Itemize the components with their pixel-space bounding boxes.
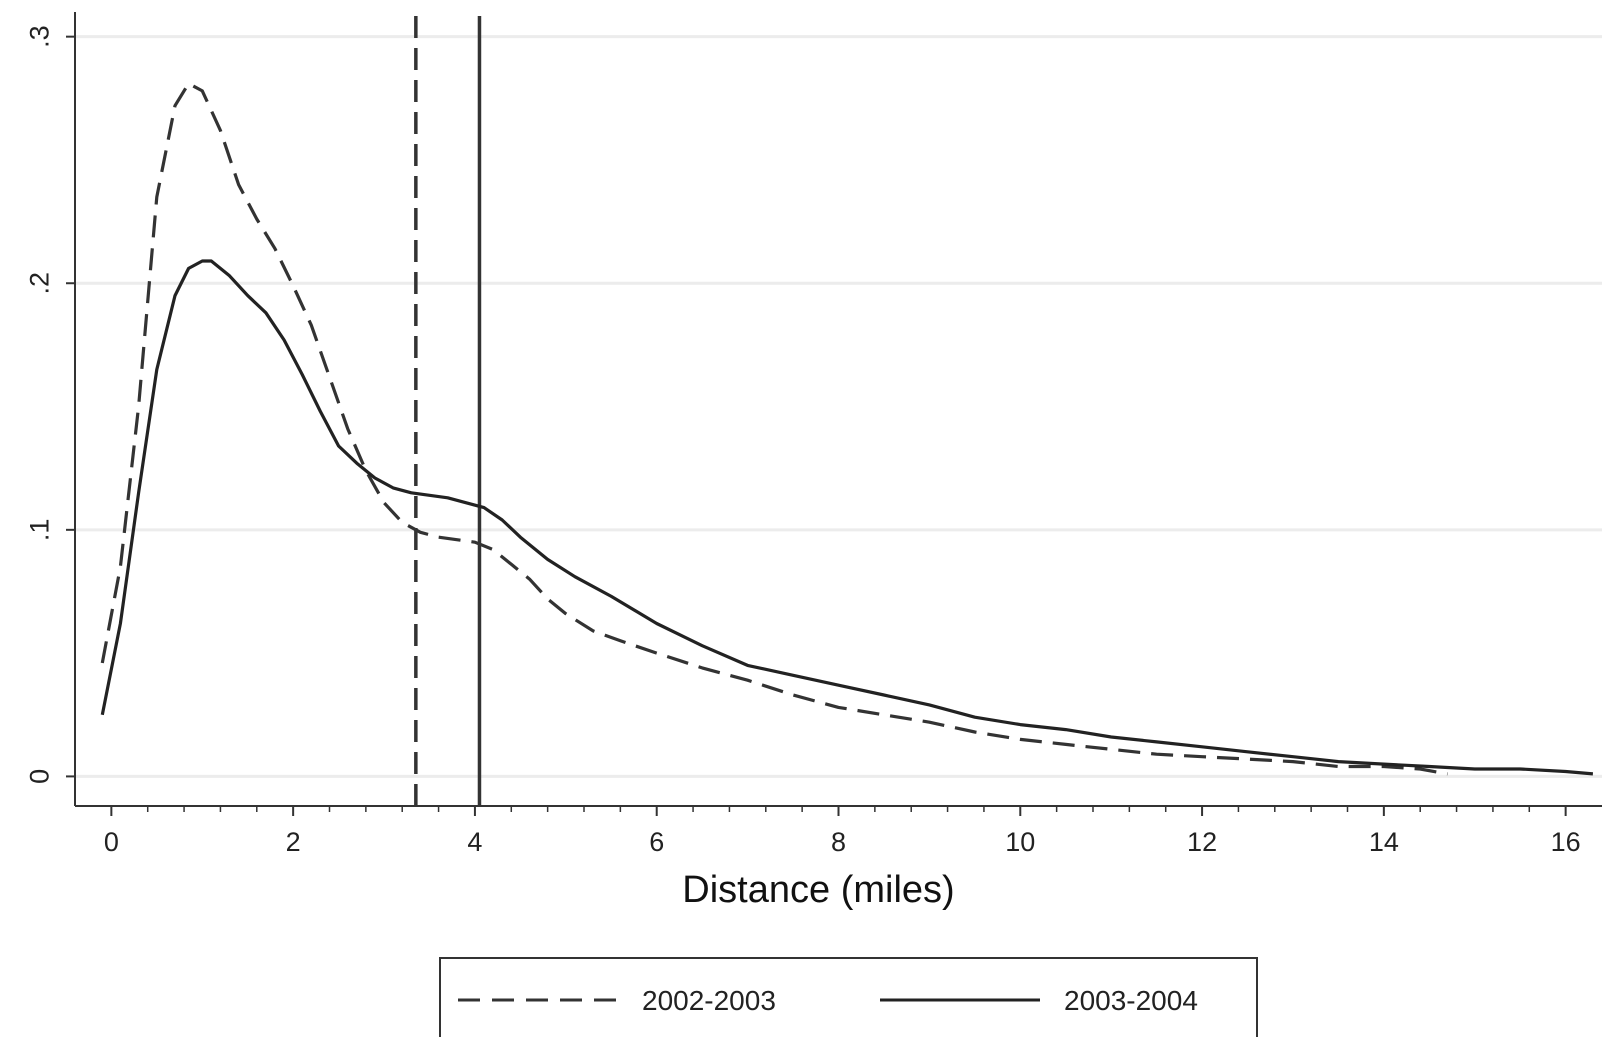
x-tick-label-8: 16 <box>1551 827 1581 857</box>
legend-label-2002-2003: 2002-2003 <box>642 985 776 1016</box>
x-tick-label-6: 12 <box>1187 827 1217 857</box>
axes <box>66 12 1602 816</box>
series-line-2002-2003 <box>100 81 1448 776</box>
legend: 2002-2003 2003-2004 <box>439 957 1258 1037</box>
y-tick-label-3: .3 <box>24 25 54 48</box>
reference-lines <box>414 16 482 806</box>
x-tick-label-4: 8 <box>831 827 846 857</box>
x-tick-label-1: 2 <box>286 827 301 857</box>
y-tick-label-0: 0 <box>24 769 54 784</box>
x-tick-label-7: 14 <box>1369 827 1399 857</box>
legend-label-2003-2004: 2003-2004 <box>1064 985 1198 1016</box>
x-tick-label-0: 0 <box>104 827 119 857</box>
series-lines <box>100 81 1594 776</box>
x-tick-label-3: 6 <box>649 827 664 857</box>
y-tick-label-1: .1 <box>24 519 54 542</box>
grid-lines <box>75 35 1602 778</box>
x-axis-title: Distance (miles) <box>682 869 954 911</box>
x-tick-label-5: 10 <box>1005 827 1035 857</box>
y-tick-label-2: .2 <box>24 272 54 295</box>
x-tick-label-2: 4 <box>467 827 482 857</box>
series-line-2003-2004 <box>100 259 1594 776</box>
tick-labels: 0 .1 .2 .3 0 2 4 6 8 10 12 14 16 <box>24 25 1580 857</box>
legend-box <box>439 957 1258 1037</box>
